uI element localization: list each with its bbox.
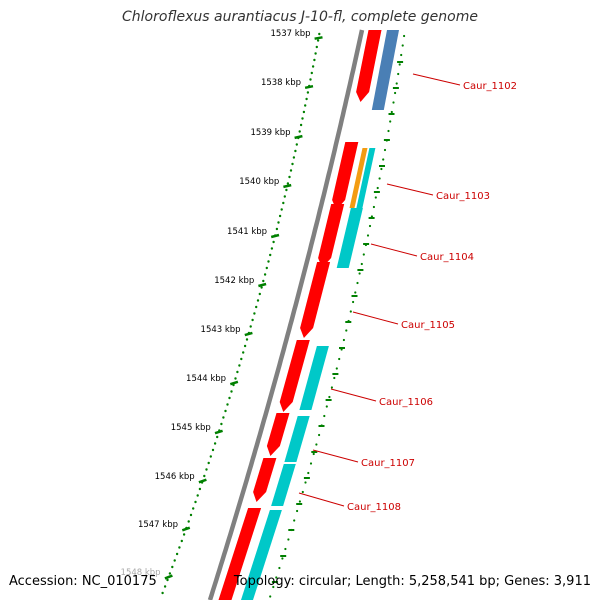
kbp-tick-mark: [229, 380, 239, 386]
gene-labels: Caur_1102 Caur_1103 Caur_1104 Caur_1105 Caur…: [298, 73, 517, 513]
cds-forward-arrow: [266, 413, 290, 456]
kbp-tick-mark: [314, 36, 323, 40]
kbp-tick-mark: [214, 429, 223, 435]
kbp-ruler: 1537 kbp 1538 kbp 1539 kbp 1540 kbp 1541 kbp…: [121, 29, 323, 595]
kbp-tick-mark: [270, 233, 280, 239]
inner-tick-track: [269, 34, 406, 598]
kbp-tick-mark: [164, 574, 173, 580]
genome-backbone: [207, 29, 365, 600]
kbp-tick-mark: [258, 282, 267, 288]
kbp-tick-label: 1547 kbp: [138, 520, 178, 530]
kbp-tick-mark: [244, 331, 253, 337]
kbp-tick-label: 1546 kbp: [155, 472, 195, 482]
backbone-line: [207, 29, 365, 600]
feature-tracks: [218, 30, 399, 600]
kbp-tick-label: 1544 kbp: [186, 374, 226, 384]
kbp-tick-mark: [283, 183, 292, 189]
cds-forward-arrow: [356, 30, 382, 102]
kbp-tick-label: 1545 kbp: [171, 423, 211, 433]
gene-label: Caur_1104: [420, 252, 474, 263]
kbp-tick-label: 1548 kbp: [121, 568, 161, 578]
gene-leader-line: [298, 492, 345, 507]
map-title: Chloroflexus aurantiacus J-10-fl, comple…: [122, 9, 478, 25]
kbp-tick-label: 1539 kbp: [250, 128, 290, 138]
gene-leader-line: [412, 73, 461, 86]
gene-label: Caur_1107: [361, 458, 415, 469]
kbp-tick-label: 1543 kbp: [201, 325, 241, 335]
gene-label: Caur_1108: [347, 502, 401, 513]
category-orange-bar: [349, 148, 368, 208]
kbp-tick-label: 1538 kbp: [261, 78, 301, 88]
kbp-tick-mark: [181, 526, 191, 532]
category-cyan-bar: [284, 416, 310, 462]
cds-forward-arrow: [318, 204, 345, 268]
rna-gene-bar: [371, 30, 399, 110]
gene-leader-line: [312, 449, 359, 463]
gene-label: Caur_1102: [463, 81, 517, 92]
gene-label: Caur_1103: [436, 191, 490, 202]
genome-summary: Topology: circular; Length: 5,258,541 bp…: [233, 574, 591, 589]
category-cyan-bar: [271, 464, 296, 506]
cds-forward-arrow: [279, 340, 310, 412]
kbp-tick-label: 1537 kbp: [270, 29, 310, 39]
category-cyan-bar: [356, 148, 376, 208]
gene-label: Caur_1106: [379, 397, 433, 408]
accession-text: Accession: NC_010175: [9, 574, 157, 589]
gene-leader-line: [386, 183, 434, 196]
cds-forward-arrow: [332, 142, 359, 210]
cds-forward-arrow: [253, 458, 277, 502]
gene-label: Caur_1105: [401, 320, 455, 331]
category-cyan-bar: [241, 510, 282, 600]
category-cyan-bar: [299, 346, 329, 410]
kbp-tick-mark: [198, 478, 207, 484]
cds-forward-arrow: [218, 508, 262, 600]
kbp-tick-mark: [294, 134, 303, 140]
kbp-tick-label: 1540 kbp: [239, 177, 279, 187]
gene-leader-line: [352, 311, 399, 325]
kbp-tick-label: 1542 kbp: [214, 276, 254, 286]
kbp-tick-mark: [304, 84, 314, 90]
cds-forward-arrow: [300, 262, 331, 338]
gene-leader-line: [330, 388, 377, 402]
gene-leader-line: [370, 243, 418, 257]
kbp-tick-label: 1541 kbp: [227, 227, 267, 237]
category-cyan-bar: [336, 208, 363, 268]
